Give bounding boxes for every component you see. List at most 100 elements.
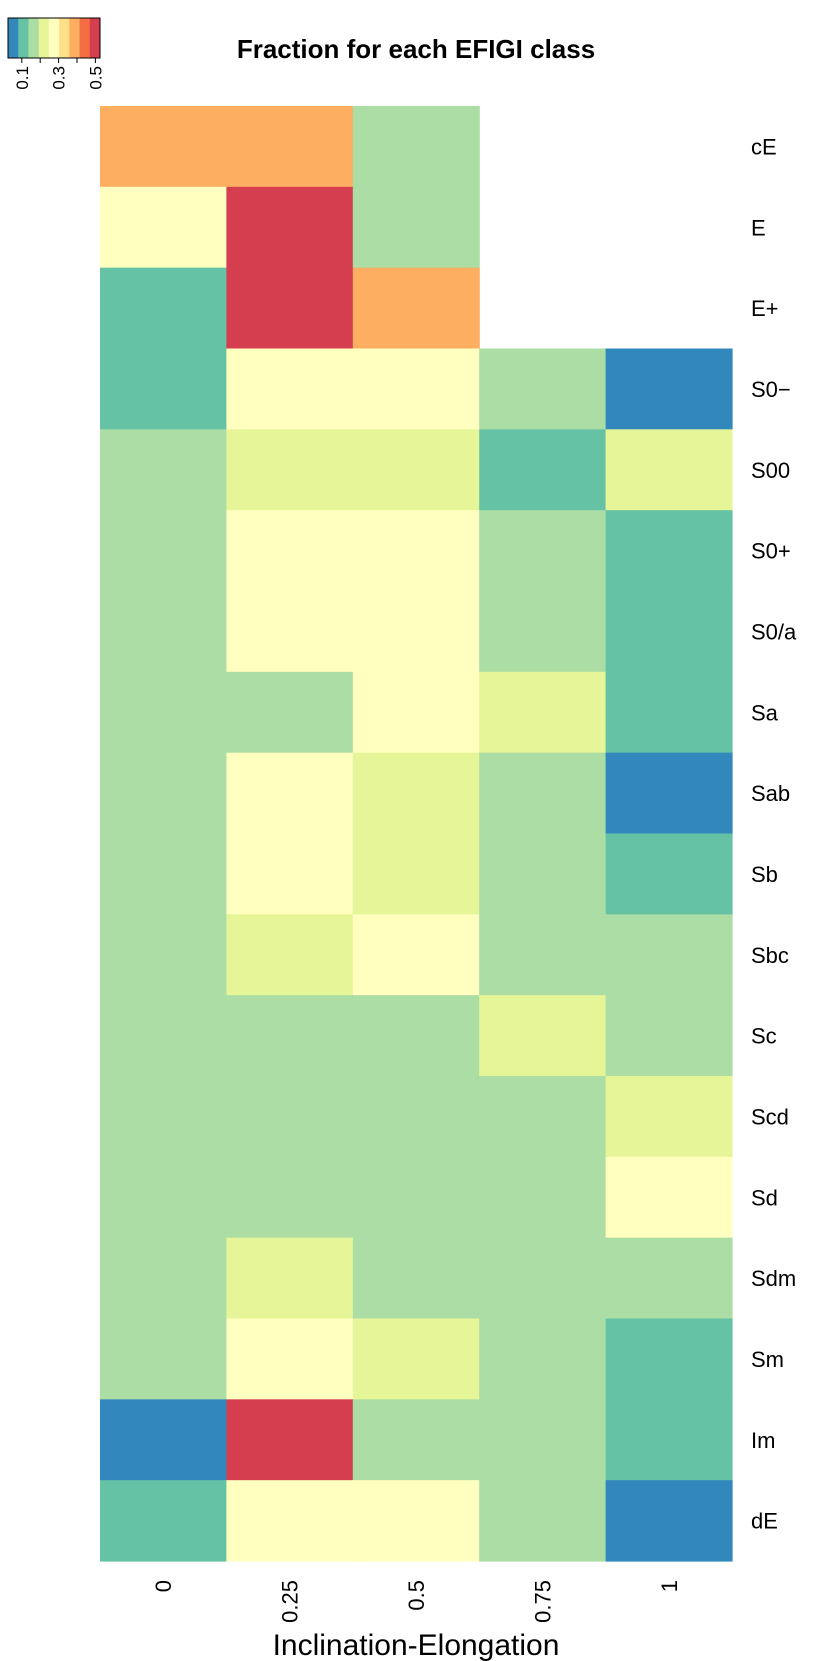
heatmap-cell [352,510,480,592]
heatmap-cell [226,1237,354,1320]
chart-title: Fraction for each EFIGI class [237,34,595,64]
heatmap-cell [605,995,733,1077]
heatmap-cell [352,1399,480,1481]
column-label: 1 [657,1580,682,1592]
row-label: Sd [751,1185,778,1210]
heatmap-cell [226,348,354,430]
color-key-tick-label: 0.5 [86,66,105,90]
row-label: S00 [751,458,790,483]
heatmap-cell [352,267,480,350]
color-key-swatch [28,18,40,58]
heatmap-cell [605,1480,733,1562]
color-key-tick-label: 0.1 [13,66,32,90]
color-key: 0.1 0.3 0.5 [7,17,105,90]
column-label: 0.5 [404,1580,429,1611]
heatmap-cell [352,1156,480,1239]
heatmap-cell [479,1237,607,1320]
heatmap-cell [100,186,227,269]
heatmap-cell [352,429,480,511]
heatmap-cell [352,914,480,996]
heatmap-cell [605,1399,733,1481]
heatmap-cell [226,995,354,1077]
row-label: dE [751,1509,778,1534]
heatmap-cell [100,267,227,350]
row-label: Sdm [751,1266,796,1291]
heatmap-cell [352,995,480,1077]
heatmap-cell [352,1076,480,1158]
heatmap-cell [226,429,354,511]
row-label: Sb [751,862,778,887]
heatmap-cell [100,510,227,592]
row-label: Sa [751,700,779,725]
heatmap-cell [479,1076,607,1158]
row-label: S0+ [751,539,791,564]
color-key-swatch [18,18,29,58]
heatmap-cell [605,510,733,592]
heatmap-cell [100,1399,227,1481]
heatmap-cell [479,591,607,673]
heatmap-cell [100,348,227,430]
heatmap-cell [100,106,227,188]
heatmap-cell [479,671,607,754]
heatmap-cell [100,591,227,673]
heatmap-cell [352,752,480,835]
heatmap-cell [100,752,227,835]
heatmap-cell [100,1480,227,1562]
heatmap-cell [605,1237,733,1320]
row-label: Sm [751,1347,784,1372]
column-label: 0.75 [530,1580,555,1623]
heatmap-cell [479,1399,607,1481]
heatmap-cell [605,1076,733,1158]
heatmap-cell [226,671,354,754]
color-key-swatch [48,18,60,58]
heatmap-cell [479,914,607,996]
heatmap-cell [100,1156,227,1239]
heatmap-cell [100,914,227,996]
column-labels: 0 0.25 0.5 0.75 1 [151,1580,682,1623]
heatmap-cell [100,995,227,1077]
x-axis-label: Inclination-Elongation [273,1629,560,1661]
heatmap-cell [605,671,733,754]
heatmap-cell [479,348,607,430]
heatmap-cell [100,833,227,915]
row-label: Sab [751,781,790,806]
heatmap-cell [226,1156,354,1239]
row-labels: cE E E+ S0− S00 S0+ S0/a Sa Sab Sb Sbc Sc Scd Sd Sdm Sm… [751,134,797,1533]
heatmap-cell [352,186,480,269]
heatmap-cell [226,510,354,592]
row-label: S0− [751,377,791,402]
row-label: E [751,215,766,240]
color-key-swatch [79,18,91,58]
row-label: E+ [751,296,779,321]
heatmap-cell [605,1156,733,1239]
heatmap-cell [100,1076,227,1158]
heatmap-cell [605,591,733,673]
heatmap-cells [100,106,733,1562]
heatmap-cell [352,348,480,430]
row-label: Sbc [751,943,789,968]
color-key-swatch [89,18,101,58]
heatmap-cell [352,1318,480,1400]
heatmap-cell [352,591,480,673]
heatmap-cell [352,1480,480,1562]
heatmap-cell [226,833,354,915]
column-label: 0 [151,1580,176,1592]
column-label: 0.25 [278,1580,303,1623]
heatmap-cell [226,752,354,835]
heatmap-cell [605,348,733,430]
row-label: cE [751,134,777,159]
row-label: S0/a [751,619,797,644]
color-key-swatch [38,18,50,58]
heatmap-cell [605,429,733,511]
row-label: Im [751,1428,775,1453]
heatmap-cell [100,1318,227,1400]
heatmap-cell [605,752,733,835]
heatmap-cell [479,510,607,592]
heatmap-cell [226,106,354,188]
heatmap-cell [352,1237,480,1320]
color-key-swatch [59,18,70,58]
heatmap-cell [605,914,733,996]
heatmap-cell [352,106,480,188]
heatmap-cell [100,1237,227,1320]
